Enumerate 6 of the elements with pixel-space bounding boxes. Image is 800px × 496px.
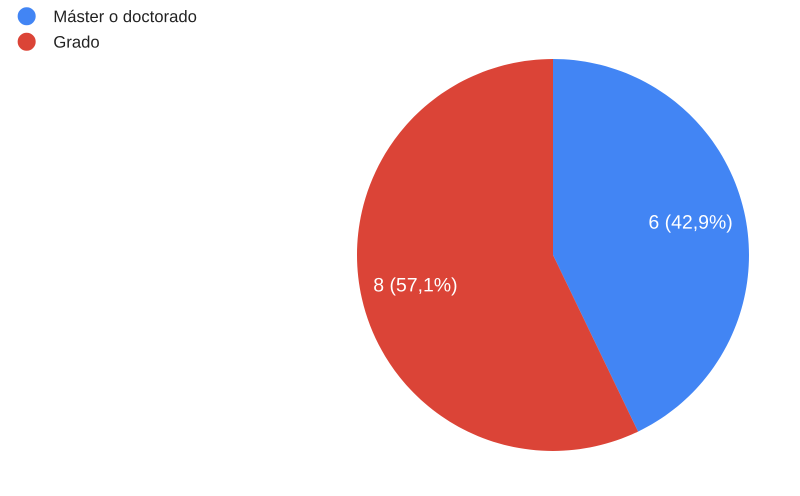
pie-slice <box>553 59 749 432</box>
pie-slice <box>357 59 638 451</box>
legend-label: Máster o doctorado <box>54 10 196 22</box>
data-label: 6 (42,9%) <box>649 214 732 233</box>
legend-label: Grado <box>54 36 99 48</box>
data-label: 8 (57,1%) <box>374 277 456 296</box>
